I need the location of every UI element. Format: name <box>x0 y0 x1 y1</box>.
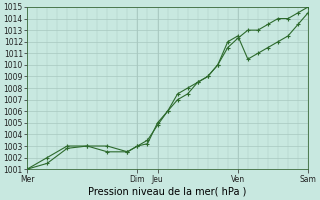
X-axis label: Pression niveau de la mer( hPa ): Pression niveau de la mer( hPa ) <box>88 187 247 197</box>
